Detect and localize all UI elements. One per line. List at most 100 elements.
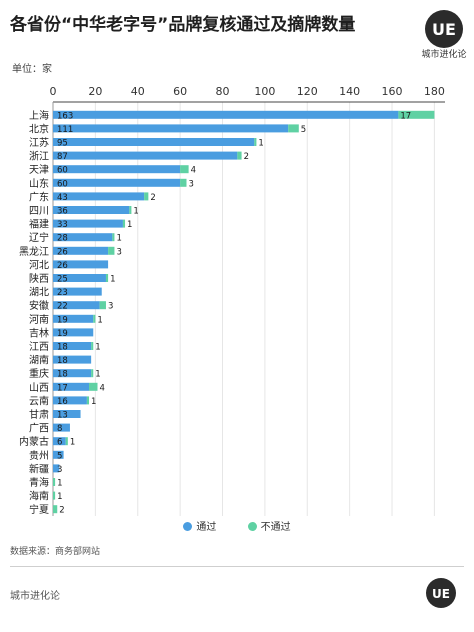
data-label-fail: 4 (99, 383, 104, 393)
data-label-fail: 1 (133, 207, 138, 217)
category-label: 四川 (29, 206, 49, 217)
category-label: 上海 (29, 109, 49, 122)
data-label-pass: 26 (57, 247, 68, 257)
category-label: 贵州 (29, 449, 49, 462)
bar-fail (53, 491, 56, 500)
fail-dot-icon (247, 522, 257, 531)
bar-pass (53, 246, 109, 255)
x-tick-label: 40 (131, 85, 145, 98)
category-label: 青海 (29, 476, 49, 489)
data-label-pass: 43 (57, 193, 68, 203)
data-label-fail: 1 (57, 479, 62, 489)
bar-pass (53, 450, 64, 459)
data-label-pass: 36 (57, 207, 68, 217)
data-label-fail: 1 (97, 315, 102, 325)
data-label-pass: 28 (57, 234, 68, 244)
data-label-fail: 2 (244, 152, 249, 162)
bar-fail (89, 382, 98, 391)
data-label-pass: 18 (57, 370, 68, 380)
x-tick-label: 180 (424, 85, 445, 98)
category-label: 重庆 (29, 367, 49, 380)
data-label-fail: 2 (59, 506, 64, 516)
footer-divider (10, 566, 464, 567)
bar-pass (53, 464, 60, 473)
data-label-pass: 18 (57, 343, 68, 353)
bar-fail (254, 138, 257, 146)
bar-pass (53, 287, 102, 296)
bar-fail (237, 151, 242, 160)
data-label-fail: 1 (116, 234, 121, 244)
bar-pass (53, 219, 123, 228)
footer-logo-letters: UE (432, 587, 450, 601)
data-source: 数据来源：商务部网站 (10, 547, 101, 557)
category-label: 云南 (29, 394, 49, 407)
unit-label: 单位：家 (12, 64, 52, 75)
data-label-pass: 6 (57, 438, 62, 448)
bar-pass (53, 314, 94, 323)
category-label: 北京 (29, 122, 49, 135)
bar-pass (53, 233, 113, 242)
footer-logo: UE (426, 578, 456, 608)
data-label-pass: 60 (57, 179, 68, 189)
data-label-fail: 3 (108, 302, 113, 312)
pass-dot-icon (183, 522, 193, 531)
data-label-pass: 23 (57, 288, 68, 298)
category-label: 陕西 (29, 272, 49, 285)
chart-title: 各省份“中华老字号”品牌复核通过及摘牌数量 (10, 15, 356, 35)
bar-fail (99, 301, 106, 310)
data-label-fail: 1 (57, 492, 62, 502)
bar-fail (129, 206, 132, 214)
data-label-fail: 1 (127, 220, 132, 230)
bar-pass (53, 192, 145, 201)
bar-pass (53, 342, 92, 350)
category-label: 福建 (29, 218, 49, 231)
category-label: 安徽 (29, 299, 49, 312)
bar-fail (91, 342, 94, 350)
category-label: 江西 (29, 341, 49, 353)
data-label-pass: 26 (57, 261, 68, 271)
bar-pass (53, 410, 81, 418)
bar-fail (398, 110, 435, 119)
bar-fail (65, 437, 68, 446)
bar-pass (53, 328, 94, 337)
data-label-fail: 1 (110, 275, 115, 285)
bar-fail (180, 178, 187, 187)
data-label-pass: 22 (57, 302, 68, 312)
data-label-fail: 2 (150, 193, 155, 203)
logo-letters: UE (432, 20, 456, 39)
data-label-pass: 18 (57, 356, 68, 366)
legend-item-pass[interactable]: 通过 (183, 518, 216, 533)
category-label: 辽宁 (29, 231, 49, 244)
data-label-pass: 5 (57, 451, 62, 461)
data-label-fail: 3 (116, 247, 121, 257)
category-label: 宁夏 (29, 503, 49, 516)
bar-fail (122, 219, 126, 228)
bar-pass (53, 423, 70, 432)
data-label-pass: 3 (57, 465, 62, 475)
data-label-pass: 33 (57, 220, 68, 230)
bar-pass (53, 110, 399, 119)
x-tick-label: 100 (254, 85, 275, 98)
bar-pass (53, 260, 109, 269)
bar-pass (53, 369, 92, 378)
legend-item-fail[interactable]: 不通过 (247, 518, 291, 533)
category-label: 天津 (29, 164, 49, 176)
bar-fail (108, 246, 115, 255)
category-label: 江苏 (29, 136, 49, 149)
x-tick-label: 60 (173, 85, 187, 98)
data-label-pass: 16 (57, 397, 68, 407)
bar-pass (53, 396, 87, 405)
bar-fail (288, 124, 299, 133)
bar-fail (180, 165, 189, 174)
data-label-pass: 60 (57, 166, 68, 176)
category-label: 湖南 (29, 354, 49, 367)
data-label-pass: 87 (57, 152, 68, 162)
brand-logo: UE (425, 10, 463, 48)
x-tick-label: 120 (297, 85, 318, 98)
category-label: 山西 (29, 382, 49, 394)
ue-logo-small-icon: UE (432, 587, 450, 601)
data-label-pass: 25 (57, 275, 68, 285)
brand-name: 城市进化论 (421, 50, 467, 60)
data-label-pass: 95 (57, 139, 68, 149)
data-label-pass: 19 (57, 315, 68, 325)
